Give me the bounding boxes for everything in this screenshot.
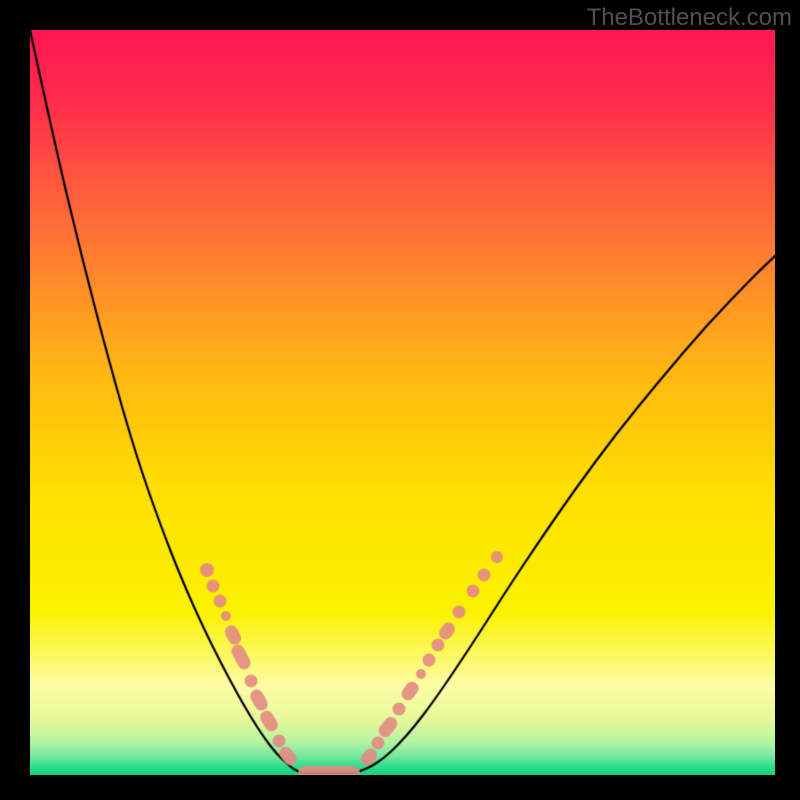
watermark-text: TheBottleneck.com [587, 4, 792, 32]
chart-plot-area [30, 30, 775, 775]
bottleneck-curve [30, 30, 775, 775]
